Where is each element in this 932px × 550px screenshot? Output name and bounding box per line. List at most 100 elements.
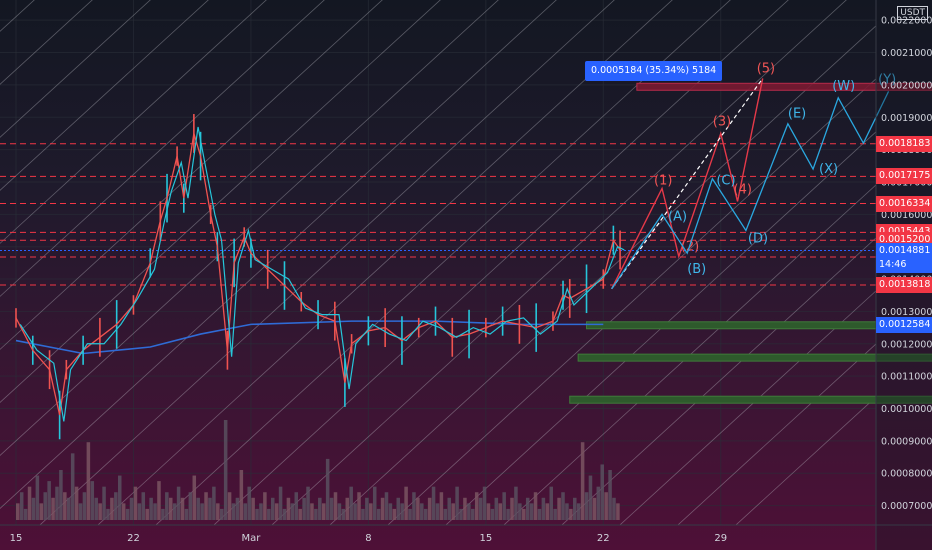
fan-line bbox=[213, 0, 789, 525]
volume-bar bbox=[117, 475, 122, 520]
blue-wave-label: (X) bbox=[819, 162, 838, 177]
current-price-value: 0.0014881 bbox=[879, 244, 931, 256]
fan-line bbox=[0, 0, 93, 85]
volume-bar bbox=[302, 497, 306, 520]
currency-label[interactable]: USDT bbox=[897, 6, 928, 20]
volume-bar bbox=[51, 497, 55, 520]
volume-bar bbox=[608, 470, 612, 520]
volume-bar bbox=[184, 508, 189, 520]
volume-bar bbox=[196, 497, 200, 520]
volume-bar bbox=[282, 508, 287, 520]
fan-line bbox=[561, 237, 876, 525]
volume-bar bbox=[510, 497, 514, 520]
volume-bar bbox=[357, 492, 361, 520]
volume-bar bbox=[227, 492, 232, 520]
volume-bar bbox=[474, 492, 479, 520]
y-tick-label: 0.0013000 bbox=[881, 307, 932, 318]
volume-bar bbox=[176, 486, 181, 520]
fan-line bbox=[0, 0, 499, 456]
y-tick-label: 0.0021000 bbox=[881, 48, 932, 59]
volume-bar bbox=[270, 497, 275, 520]
grid-lines bbox=[0, 0, 876, 525]
volume-bar bbox=[39, 503, 44, 520]
volume-bar bbox=[349, 486, 353, 520]
volume-bar bbox=[55, 486, 59, 520]
volume-bar bbox=[94, 497, 98, 520]
volume-bar bbox=[212, 486, 216, 520]
volume-bar bbox=[286, 497, 291, 520]
volume-bar bbox=[557, 497, 561, 520]
price-axis-bg bbox=[876, 0, 932, 550]
volume-bar bbox=[149, 497, 153, 520]
volume-bar bbox=[463, 497, 467, 520]
volume-bar bbox=[157, 481, 161, 520]
volume-bar bbox=[219, 508, 224, 520]
volume-bar bbox=[443, 508, 448, 520]
y-tick-label: 0.0020000 bbox=[881, 80, 932, 91]
volume-bar bbox=[114, 492, 118, 520]
volume-bar bbox=[325, 458, 330, 520]
x-tick-label: Mar bbox=[241, 533, 261, 544]
volume-bar bbox=[243, 503, 248, 520]
price-level-tag: 0.0017175 bbox=[876, 168, 932, 185]
red-wave-label: (5) bbox=[757, 61, 775, 76]
volume-bar bbox=[592, 497, 597, 520]
volume-bar bbox=[306, 486, 310, 520]
volume-bar bbox=[125, 508, 130, 520]
volume-bar bbox=[455, 486, 459, 520]
volume-bar bbox=[145, 508, 149, 520]
volume-bar bbox=[180, 497, 185, 520]
volume-bar bbox=[388, 503, 393, 520]
volume-bar bbox=[231, 503, 236, 520]
volume-bar bbox=[298, 508, 302, 520]
volume-bar bbox=[514, 486, 518, 520]
volume-bar bbox=[70, 453, 75, 520]
volume-bar bbox=[459, 508, 463, 520]
moving-average bbox=[15, 320, 604, 355]
wave-trend-dashed bbox=[611, 78, 764, 290]
fan-line bbox=[97, 0, 673, 525]
volume-bar bbox=[416, 497, 420, 520]
fan-line bbox=[329, 25, 876, 525]
volume-bar bbox=[19, 492, 24, 520]
volume-bar bbox=[412, 492, 416, 520]
volume-bar bbox=[498, 503, 503, 520]
volume-bar bbox=[482, 486, 487, 520]
volume-bar bbox=[494, 497, 499, 520]
volume-bar bbox=[86, 442, 91, 520]
x-tick-label: 15 bbox=[479, 533, 492, 544]
fan-line bbox=[0, 0, 557, 509]
horizontal-levels[interactable] bbox=[0, 143, 876, 286]
volume-bar bbox=[133, 486, 138, 520]
volume-bar bbox=[251, 497, 255, 520]
volume-bar bbox=[384, 492, 389, 520]
y-tick-label: 0.0022000 bbox=[881, 16, 932, 27]
volume-bar bbox=[290, 503, 295, 520]
volume-bar bbox=[380, 497, 385, 520]
blue-wave-label: (E) bbox=[788, 107, 806, 122]
fan-line bbox=[0, 0, 383, 350]
volume-bar bbox=[153, 503, 157, 520]
volume-bar bbox=[235, 497, 240, 520]
fan-line bbox=[155, 0, 731, 525]
fan-line bbox=[0, 0, 325, 297]
x-tick-label: 29 bbox=[714, 533, 727, 544]
elliott-waves[interactable]: (1)(2)(3)(4)(5)(A)(B)(C)(D)(E)(X)(W) (Y) bbox=[611, 61, 897, 290]
volume-bar bbox=[106, 508, 110, 520]
volume-bar bbox=[569, 508, 573, 520]
volume-bar bbox=[168, 497, 173, 520]
volume-bar bbox=[573, 497, 577, 520]
volume-bar bbox=[74, 486, 79, 520]
volume-bar bbox=[518, 503, 522, 520]
volume-bar bbox=[522, 508, 526, 520]
volume-bar bbox=[35, 475, 40, 520]
volume-bar bbox=[565, 503, 569, 520]
blue-wave-label: (W) bbox=[832, 79, 855, 94]
support-zones[interactable] bbox=[569, 82, 932, 404]
volume-bar bbox=[90, 481, 95, 520]
blue-wave-label: (Y) bbox=[878, 72, 896, 87]
volume-bar bbox=[259, 503, 263, 520]
x-tick-label: 8 bbox=[365, 533, 371, 544]
